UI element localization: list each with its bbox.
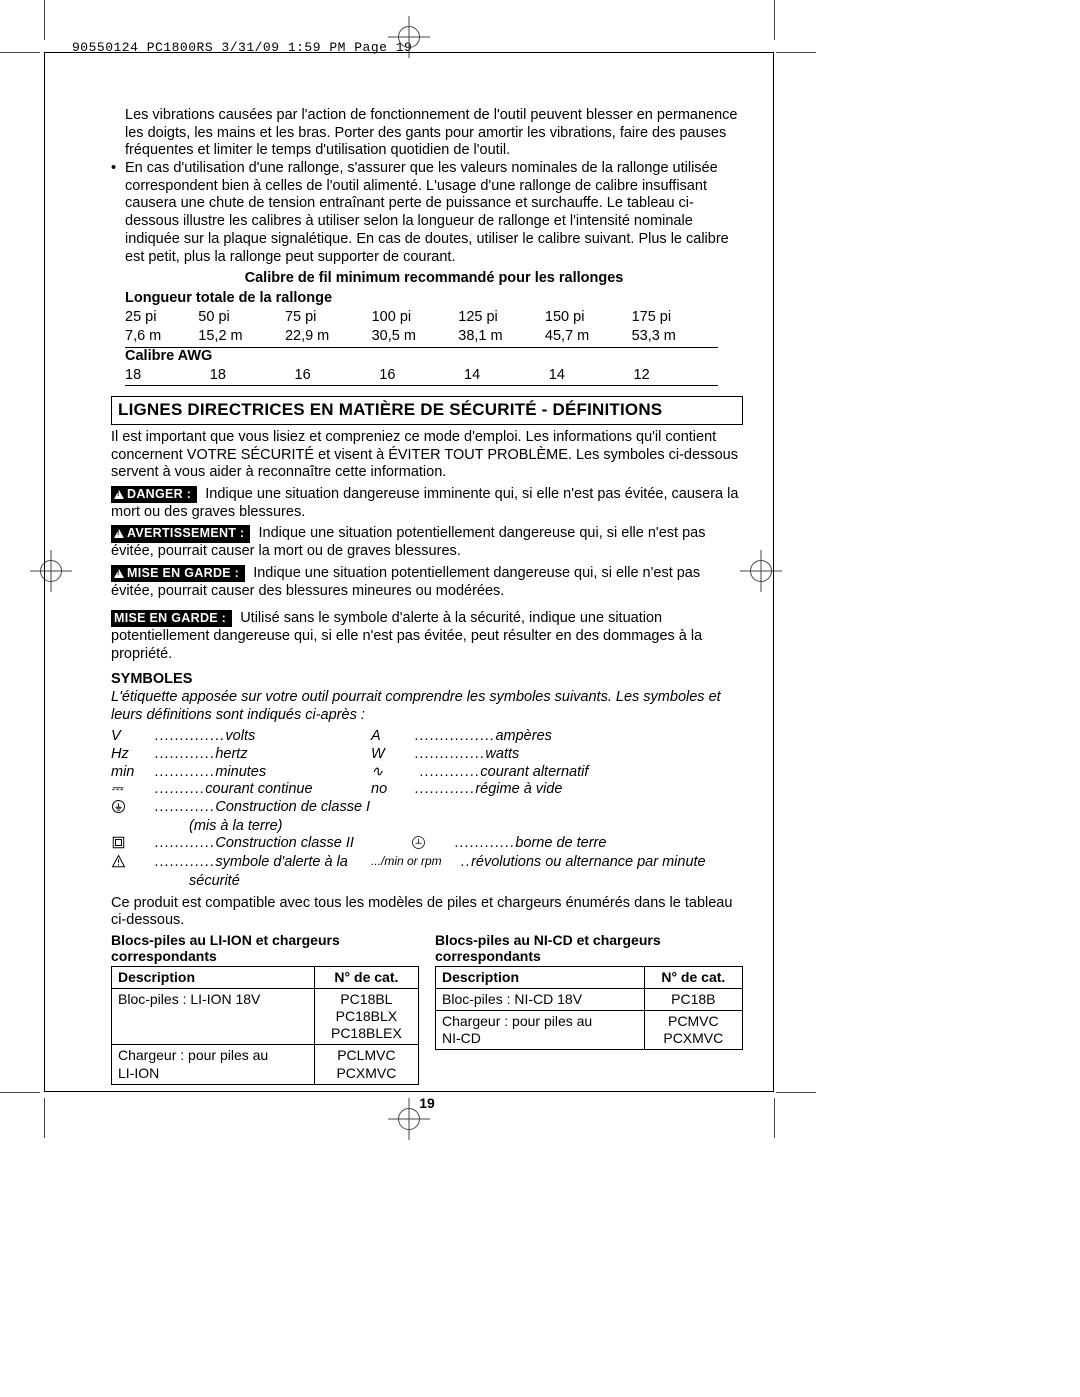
crop-mark-icon <box>776 1092 816 1093</box>
crop-mark-icon <box>774 1098 775 1138</box>
crop-mark-icon <box>776 52 816 53</box>
avertissement-line: AVERTISSEMENT : Indique une situation po… <box>111 525 743 560</box>
nicd-table: DescriptionN° de cat. Bloc-piles : NI-CD… <box>435 966 743 1050</box>
mise-en-garde-line: MISE EN GARDE : Utilisé sans le symbole … <box>111 610 743 663</box>
cord-table: Calibre de fil minimum recommandé pour l… <box>125 270 743 386</box>
col-cat: N° de cat. <box>314 967 418 989</box>
bullet-icon: • <box>111 160 125 266</box>
alert-triangle-icon <box>111 854 155 873</box>
alert-triangle-icon <box>114 569 124 578</box>
intro-paragraph: Les vibrations causées par l'action de f… <box>125 107 743 160</box>
page-content: Les vibrations causées par l'action de f… <box>44 52 774 1092</box>
page-number: 19 <box>111 1095 743 1112</box>
table-row: 25 pi50 pi 75 pi100 pi 125 pi150 pi 175 … <box>125 308 718 328</box>
crop-mark-icon <box>0 1092 40 1093</box>
dc-line-icon: ⎓ <box>111 781 155 799</box>
danger-text: Indique une situation dangereuse imminen… <box>111 486 738 520</box>
table-row: Chargeur : pour piles au LI-IONPCLMVC PC… <box>112 1045 419 1084</box>
li-ion-table: DescriptionN° de cat. Bloc-piles : LI-IO… <box>111 966 419 1084</box>
class-i-icon <box>111 799 155 818</box>
table-row: Bloc-piles : NI-CD 18VPC18B <box>436 989 743 1011</box>
ac-wave-icon: ∿ <box>371 764 415 782</box>
cord-table-grid: 25 pi50 pi 75 pi100 pi 125 pi150 pi 175 … <box>125 308 718 348</box>
bullet-text: En cas d'utilisation d'une rallonge, s'a… <box>125 160 743 266</box>
section-title: Lignes Directrices En Matière De Sécurit… <box>111 396 743 425</box>
cord-table-awg-label: Calibre AWG <box>125 348 743 366</box>
crop-mark-icon <box>44 1098 45 1138</box>
col-description: Description <box>436 967 645 989</box>
table-row: Chargeur : pour piles au NI-CDPCMVC PCXM… <box>436 1011 743 1050</box>
cord-table-title: Calibre de fil minimum recommandé pour l… <box>125 270 743 288</box>
table-row: 7,6 m15,2 m 22,9 m30,5 m 38,1 m45,7 m 53… <box>125 327 718 347</box>
col-cat: N° de cat. <box>644 967 742 989</box>
symbols-intro: L'étiquette apposée sur votre outil pour… <box>111 689 743 724</box>
li-ion-table-title: Blocs-piles au LI-ION et chargeurs corre… <box>111 932 419 964</box>
mise-en-garde-plain-badge: MISE EN GARDE : <box>111 610 232 627</box>
symbols-heading: SYMBOLES <box>111 671 743 689</box>
mise-en-garde-badge: MISE EN GARDE : <box>111 565 245 582</box>
mise-en-garde-tri-line: MISE EN GARDE : Indique une situation po… <box>111 565 743 600</box>
col-description: Description <box>112 967 315 989</box>
crop-mark-icon <box>44 0 45 40</box>
compatibility-text: Ce produit est compatible avec tous les … <box>111 895 743 930</box>
cord-table-awg-grid: 1818 1616 1414 12 <box>125 366 718 387</box>
alert-triangle-icon <box>114 529 124 538</box>
crop-mark-icon <box>774 0 775 40</box>
table-row: Bloc-piles : LI-ION 18VPC18BL PC18BLX PC… <box>112 989 419 1045</box>
nicd-table-title: Blocs-piles au NI-CD et chargeurs corres… <box>435 932 743 964</box>
danger-badge: DANGER : <box>111 486 197 503</box>
bullet-paragraph: • En cas d'utilisation d'une rallonge, s… <box>111 160 743 266</box>
class-ii-icon <box>111 835 155 854</box>
section-intro: Il est important que vous lisiez et comp… <box>111 429 743 482</box>
symbols-grid: V..............volts A................am… <box>111 728 743 890</box>
earth-terminal-icon <box>411 835 455 854</box>
avertissement-badge: AVERTISSEMENT : <box>111 525 250 542</box>
crop-mark-icon <box>0 52 40 53</box>
alert-triangle-icon <box>114 490 124 499</box>
danger-line: DANGER : Indique une situation dangereus… <box>111 486 743 521</box>
battery-tables: Blocs-piles au LI-ION et chargeurs corre… <box>111 932 743 1085</box>
table-row: 1818 1616 1414 12 <box>125 366 718 386</box>
cord-table-length-label: Longueur totale de la rallonge <box>125 290 743 308</box>
